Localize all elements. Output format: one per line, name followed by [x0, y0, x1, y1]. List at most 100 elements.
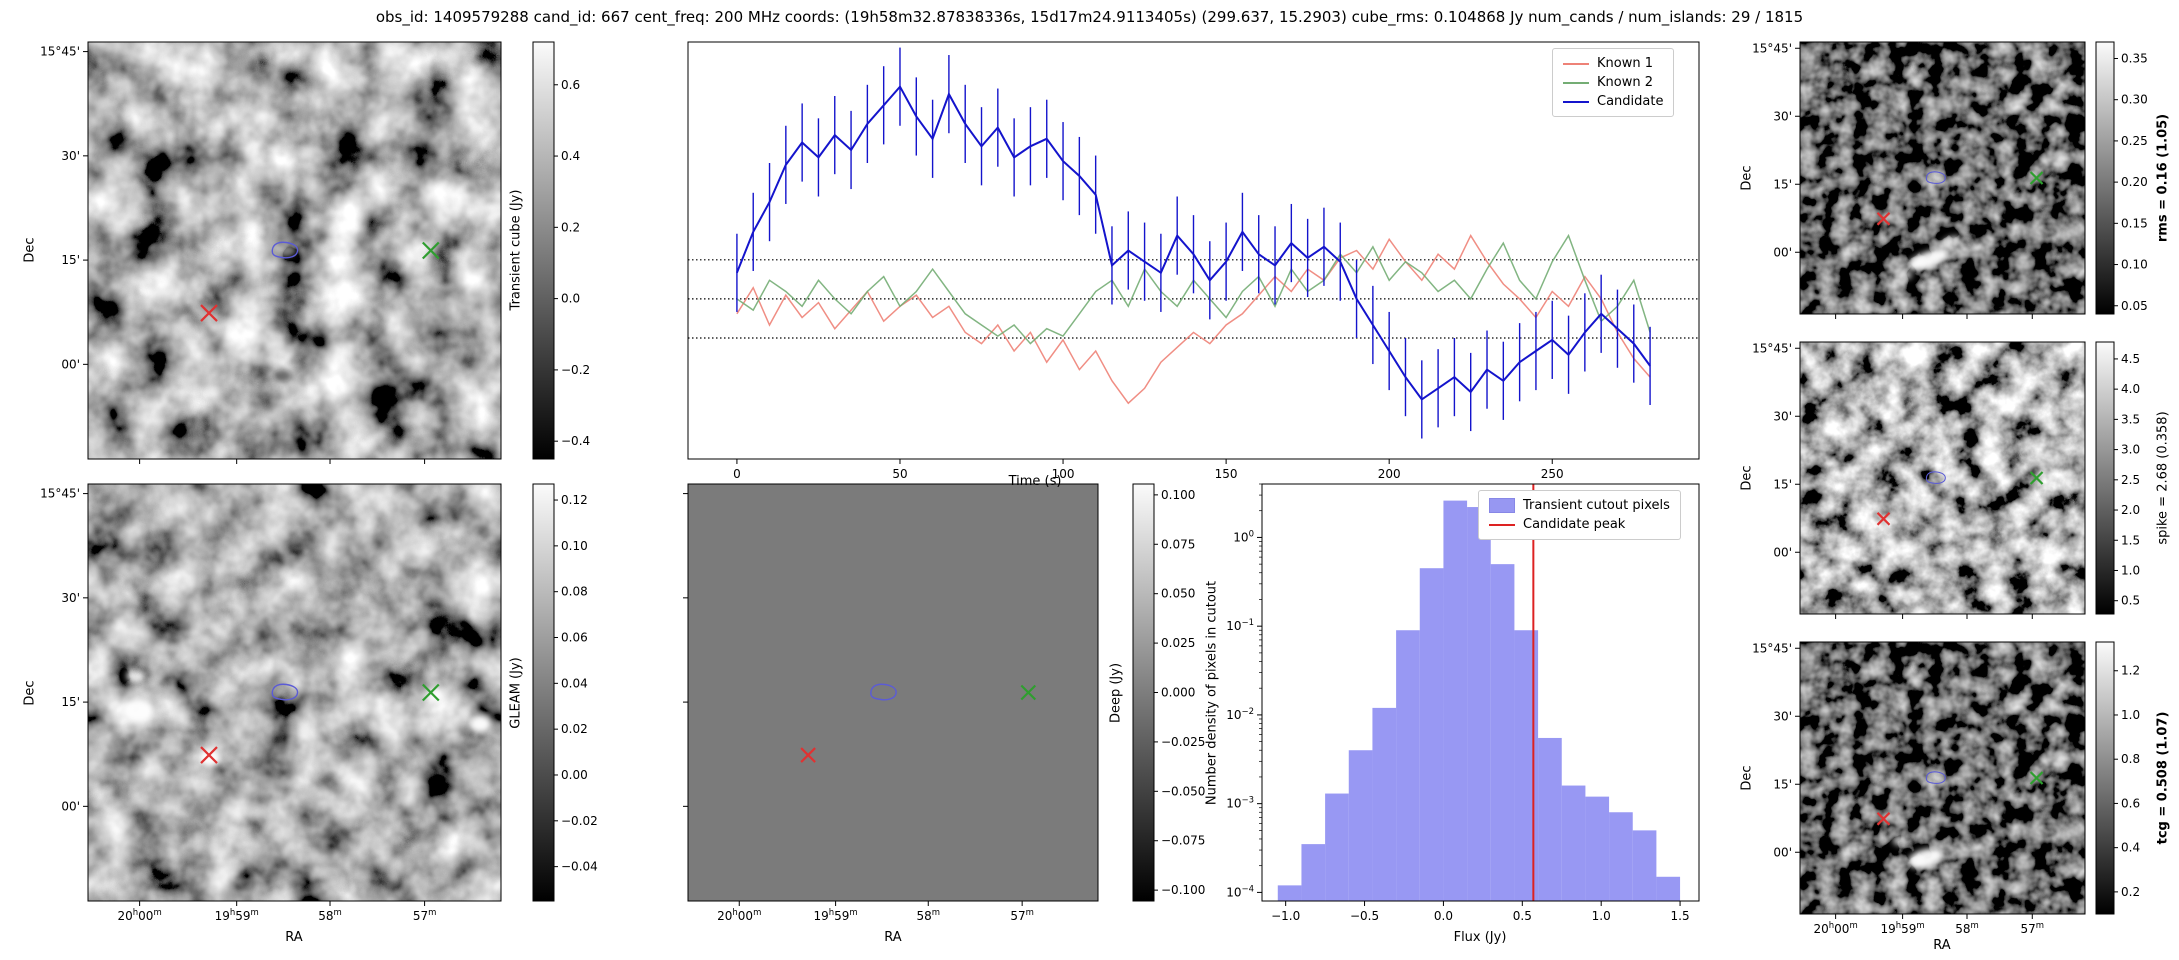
svg-text:30': 30'	[61, 149, 80, 163]
svg-text:0.02: 0.02	[561, 722, 588, 736]
gleam-colorbar: 0.12 0.10 0.08 0.06 0.04 0.02 0.00 −0.02 −0.04	[532, 483, 598, 902]
histogram-bar	[1301, 844, 1326, 901]
spike-colorbar: 4.5 4.0 3.5 3.0 2.5 2.0 1.5 1.0 0.5	[2095, 341, 2140, 615]
known1-x-icon	[800, 747, 816, 763]
legend-entry: Known 2	[1563, 73, 1663, 92]
svg-text:10−2: 10−2	[1226, 707, 1254, 722]
colorbar-label-deep: Deep (Jy)	[1108, 662, 1124, 724]
candidate-contour	[1925, 171, 1946, 184]
svg-text:15°45': 15°45'	[40, 45, 80, 59]
histogram-bar	[1396, 630, 1420, 901]
legend-entry: Candidate peak	[1489, 515, 1670, 534]
svg-text:−0.02: −0.02	[561, 814, 598, 828]
candidate-contour	[1925, 471, 1946, 484]
svg-text:10−1: 10−1	[1226, 618, 1254, 633]
svg-text:0.8: 0.8	[2121, 752, 2140, 766]
svg-text:15°45': 15°45'	[1752, 341, 1792, 355]
svg-text:00': 00'	[1773, 545, 1792, 559]
dec-axis-label: Dec	[22, 237, 38, 263]
svg-text:200: 200	[1378, 467, 1401, 481]
svg-text:10−3: 10−3	[1226, 796, 1254, 811]
svg-text:15': 15'	[1773, 477, 1792, 491]
svg-text:3.5: 3.5	[2121, 412, 2140, 426]
dec-axis-label: Dec	[1739, 465, 1755, 491]
svg-text:−0.100: −0.100	[1161, 883, 1205, 897]
svg-text:0.050: 0.050	[1161, 587, 1195, 601]
tcg-image: 15°45' 30' 15' 00' 20h00m 19h59m 58m 57m	[1752, 641, 2086, 936]
svg-text:0.0: 0.0	[561, 292, 580, 306]
svg-text:19h59m: 19h59m	[1880, 921, 1924, 936]
colorbar-label-gleam: GLEAM (Jy)	[508, 657, 524, 729]
svg-text:0.6: 0.6	[2121, 796, 2140, 810]
svg-text:0.08: 0.08	[561, 585, 588, 599]
svg-text:10−4: 10−4	[1226, 884, 1254, 899]
known2-x-icon	[1020, 684, 1037, 701]
svg-text:15°45': 15°45'	[40, 487, 80, 501]
colorbar-label-tcg: tcg = 0.508 (1.07)	[2155, 711, 2171, 845]
svg-text:0.5: 0.5	[1513, 909, 1532, 923]
dec-axis-label: Dec	[22, 680, 38, 706]
candidate-line-icon	[1563, 100, 1589, 103]
dec-axis-label: Dec	[1739, 765, 1755, 791]
legend-label: Known 2	[1597, 75, 1653, 90]
histogram-bar	[1277, 885, 1302, 901]
histogram-bar	[1325, 793, 1349, 901]
known1-line-icon	[1563, 62, 1589, 65]
histogram-bar	[1419, 568, 1444, 901]
candidate-contour	[271, 241, 299, 259]
rms-colorbar: 0.35 0.30 0.25 0.20 0.15 0.10 0.05	[2095, 41, 2148, 315]
svg-text:0.4: 0.4	[2121, 841, 2140, 855]
svg-text:0.5: 0.5	[2121, 594, 2140, 608]
svg-text:2.5: 2.5	[2121, 473, 2140, 487]
transient-cube-image: 15°45' 30' 15' 00'	[40, 41, 502, 464]
svg-text:0.075: 0.075	[1161, 537, 1195, 551]
legend-label: Transient cutout pixels	[1523, 498, 1670, 513]
known1-x-icon	[1876, 512, 1891, 526]
svg-text:1.5: 1.5	[1671, 909, 1690, 923]
svg-text:0.100: 0.100	[1161, 488, 1195, 502]
legend-label: Candidate	[1597, 94, 1664, 109]
known2-x-icon	[2029, 471, 2044, 485]
deep-colorbar: 0.100 0.075 0.050 0.025 0.000 −0.025 −0.050 −0.…	[1132, 483, 1205, 902]
svg-text:−0.2: −0.2	[561, 363, 590, 377]
svg-text:100: 100	[1052, 467, 1075, 481]
svg-text:1.0: 1.0	[2121, 563, 2140, 577]
svg-text:100: 100	[1233, 529, 1254, 544]
svg-text:15°45': 15°45'	[1752, 41, 1792, 55]
histogram-bar	[1490, 564, 1515, 901]
svg-text:0.2: 0.2	[561, 220, 580, 234]
colorbar-label-transient-cube: Transient cube (Jy)	[508, 189, 524, 311]
ra-axis-label: RA	[285, 930, 303, 945]
svg-text:1.2: 1.2	[2121, 664, 2140, 678]
legend-entry: Transient cutout pixels	[1489, 496, 1670, 515]
known2-x-icon	[422, 241, 440, 260]
histogram-ylabel: Number density of pixels in cutout	[1204, 580, 1220, 806]
svg-text:4.0: 4.0	[2121, 382, 2140, 396]
svg-text:0.04: 0.04	[561, 676, 588, 690]
svg-text:50: 50	[892, 467, 907, 481]
svg-text:19h59m: 19h59m	[813, 908, 857, 923]
histogram-bar	[1632, 830, 1657, 901]
histogram-bar	[1467, 507, 1491, 901]
svg-text:150: 150	[1215, 467, 1238, 481]
svg-text:57m: 57m	[2020, 921, 2044, 936]
gleam-image: 15°45' 30' 15' 00' 20h00m 19h59m 58m 57m	[40, 483, 502, 923]
svg-text:0.00: 0.00	[561, 768, 588, 782]
legend-label: Candidate peak	[1523, 517, 1626, 532]
histogram-bar	[1348, 750, 1373, 901]
legend-label: Known 1	[1597, 56, 1653, 71]
svg-text:30': 30'	[61, 591, 80, 605]
svg-text:58m: 58m	[916, 908, 940, 923]
colorbar-label-rms: rms = 0.16 (1.05)	[2155, 113, 2171, 243]
histogram-bar	[1609, 812, 1633, 901]
histogram-bar	[1538, 737, 1562, 901]
svg-text:19h59m: 19h59m	[215, 908, 259, 923]
colorbar-label-spike: spike = 2.68 (0.358)	[2155, 411, 2171, 545]
svg-text:20h00m: 20h00m	[1814, 921, 1858, 936]
dec-axis-label: Dec	[1739, 165, 1755, 191]
svg-text:0.20: 0.20	[2121, 175, 2148, 189]
candidate-contour	[1925, 771, 1946, 784]
svg-text:0.025: 0.025	[1161, 636, 1195, 650]
lightcurve-legend: Known 1 Known 2 Candidate	[1552, 48, 1675, 117]
